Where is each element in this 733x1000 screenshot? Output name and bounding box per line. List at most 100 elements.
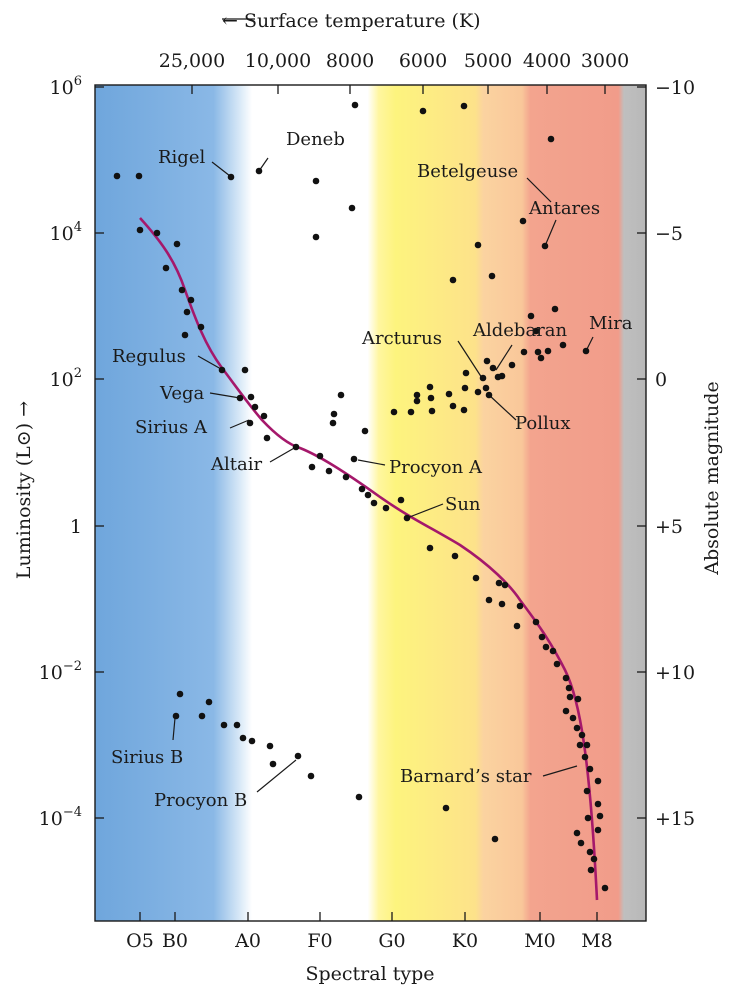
x-tick-label: O5 <box>126 930 154 952</box>
star-point <box>583 741 591 749</box>
star-point <box>135 172 143 180</box>
star-point <box>596 812 604 820</box>
star-point <box>594 800 602 808</box>
star-point <box>330 410 338 418</box>
right-tick-label: −10 <box>655 77 695 99</box>
x-tick-label: G0 <box>378 930 405 952</box>
star-point <box>427 394 435 402</box>
x-tick-label: A0 <box>234 930 261 952</box>
leader-antares <box>544 219 557 247</box>
star-point <box>498 600 506 608</box>
label-sirius-a: Sirius A <box>135 417 208 438</box>
star-point <box>351 101 359 109</box>
star-point <box>292 443 300 451</box>
main-sequence-curve <box>139 217 599 901</box>
leader-rigel <box>211 161 231 177</box>
top-tick-label: 10,000 <box>245 50 311 72</box>
star-point <box>178 286 186 294</box>
label-vega: Vega <box>159 383 205 404</box>
top-tick-label: 4000 <box>523 50 571 72</box>
star-point <box>576 741 584 749</box>
label-mira: Mira <box>589 313 633 334</box>
star-point <box>136 226 144 234</box>
star-point <box>516 602 524 610</box>
top-ticks: 25,000 10,000 8000 6000 5000 4000 3000 <box>159 50 629 94</box>
star-point <box>239 734 247 742</box>
star-point <box>198 712 206 720</box>
star-point <box>488 272 496 280</box>
y-tick-label: 106 <box>50 74 82 99</box>
leader-betelgeuse <box>526 177 552 203</box>
top-tick-label: 5000 <box>464 50 512 72</box>
leader-sun <box>406 503 444 519</box>
star-point <box>426 544 434 552</box>
star-point <box>483 357 491 365</box>
leader-vega <box>209 392 241 399</box>
star-point <box>451 552 459 560</box>
label-arcturus: Arcturus <box>361 328 442 349</box>
top-axis-title: ← Surface temperature (K) <box>222 10 481 32</box>
leader-barnards-star <box>542 765 578 777</box>
star-point <box>329 419 337 427</box>
label-regulus: Regulus <box>112 346 186 367</box>
star-point <box>577 839 585 847</box>
star-point <box>587 866 595 874</box>
label-antares: Antares <box>528 198 600 219</box>
x-ticks: O5 B0 A0 F0 G0 K0 M0 M8 <box>126 912 613 952</box>
star-point <box>382 504 390 512</box>
star-point <box>482 384 490 392</box>
label-procyon-a: Procyon A <box>389 457 483 478</box>
star-point <box>173 240 181 248</box>
star-point <box>449 402 457 410</box>
star-point <box>312 233 320 241</box>
star-point <box>498 372 506 380</box>
label-aldebaran: Aldebaran <box>472 320 568 341</box>
star-point <box>407 408 415 416</box>
right-ticks: −10 −5 0 +5 +10 +15 <box>637 77 695 830</box>
star-point <box>586 765 594 773</box>
leader-lines <box>172 157 594 793</box>
star-point <box>220 721 228 729</box>
star-point <box>495 579 503 587</box>
right-tick-label: 0 <box>655 369 667 391</box>
star-point <box>307 772 315 780</box>
star-point <box>248 737 256 745</box>
star-point <box>197 323 205 331</box>
star-point <box>527 312 535 320</box>
star-point <box>582 347 590 355</box>
star-point <box>348 204 356 212</box>
star-point <box>485 596 493 604</box>
star-point <box>358 485 366 493</box>
star-point <box>566 693 574 701</box>
star-point <box>172 712 180 720</box>
top-tick-label: 6000 <box>399 50 447 72</box>
star-point <box>461 384 469 392</box>
star-point <box>269 760 277 768</box>
star-point <box>308 463 316 471</box>
star-point <box>472 574 480 582</box>
star-point <box>337 391 345 399</box>
label-rigel: Rigel <box>158 147 205 168</box>
leader-arcturus <box>457 340 483 379</box>
y-tick-label: 104 <box>50 220 82 245</box>
label-barnards-star: Barnard’s star <box>400 766 532 787</box>
data-points <box>113 101 609 892</box>
label-sun: Sun <box>445 494 481 515</box>
star-point <box>565 684 573 692</box>
star-point <box>590 855 598 863</box>
star-point <box>485 391 493 399</box>
star-point <box>594 826 602 834</box>
star-point <box>428 407 436 415</box>
star-point <box>370 499 378 507</box>
star-point <box>541 242 549 250</box>
y-tick-label: 10−2 <box>39 659 82 684</box>
star-point <box>513 622 521 630</box>
star-point <box>181 331 189 339</box>
star-point <box>350 455 358 463</box>
star-point <box>419 107 427 115</box>
star-point <box>542 643 550 651</box>
label-sirius-b: Sirius B <box>111 747 183 768</box>
x-tick-label: M8 <box>581 930 613 952</box>
